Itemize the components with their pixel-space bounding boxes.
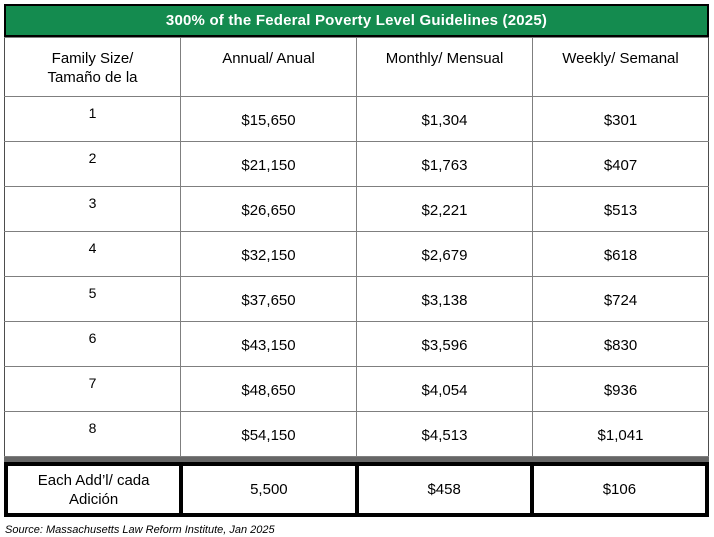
cell-monthly: $1,763 [356,141,533,187]
divider-bar [4,457,709,462]
cell-monthly: $3,596 [356,321,533,367]
cell-weekly: $618 [532,231,709,277]
table-row: 5 $37,650 $3,138 $724 [4,276,709,322]
cell-annual: $32,150 [180,231,357,277]
col-header-annual: Annual/ Anual [180,37,357,97]
cell-weekly: $724 [532,276,709,322]
table-body: 1 $15,650 $1,304 $301 2 $21,150 $1,763 $… [4,96,709,457]
source-note: Source: Massachusetts Law Reform Institu… [5,524,275,536]
cell-addl-label: Each Add’l/ cada Adición [3,462,184,517]
cell-annual: $54,150 [180,411,357,457]
each-additional-row: Each Add’l/ cada Adición 5,500 $458 $106 [3,462,710,517]
cell-weekly: $936 [532,366,709,412]
table-row: 6 $43,150 $3,596 $830 [4,321,709,367]
col-header-family-size: Family Size/ Tamaño de la [4,37,181,97]
col-header-monthly: Monthly/ Mensual [356,37,533,97]
cell-annual: $26,650 [180,186,357,232]
table-header: Family Size/ Tamaño de la Annual/ Anual … [4,37,709,97]
cell-annual: $21,150 [180,141,357,187]
header-row: Family Size/ Tamaño de la Annual/ Anual … [4,37,709,97]
table-row: 2 $21,150 $1,763 $407 [4,141,709,187]
col-header-weekly: Weekly/ Semanal [532,37,709,97]
cell-monthly: $4,054 [356,366,533,412]
cell-annual: $37,650 [180,276,357,322]
cell-monthly: $1,304 [356,96,533,142]
cell-family-size: 5 [4,276,181,322]
table-row: 8 $54,150 $4,513 $1,041 [4,411,709,457]
cell-monthly: $2,679 [356,231,533,277]
table-title-bar: 300% of the Federal Poverty Level Guidel… [4,4,709,37]
cell-weekly: $1,041 [532,411,709,457]
table-row-each-additional: Each Add’l/ cada Adición 5,500 $458 $106 [3,462,710,517]
table-row: 7 $48,650 $4,054 $936 [4,366,709,412]
cell-family-size: 6 [4,321,181,367]
cell-family-size: 7 [4,366,181,412]
cell-addl-weekly: $106 [529,462,710,517]
cell-family-size: 3 [4,186,181,232]
cell-monthly: $3,138 [356,276,533,322]
table-title: 300% of the Federal Poverty Level Guidel… [165,12,548,29]
cell-weekly: $301 [532,96,709,142]
table-row: 1 $15,650 $1,304 $301 [4,96,709,142]
cell-family-size: 8 [4,411,181,457]
table-row: 4 $32,150 $2,679 $618 [4,231,709,277]
cell-addl-annual: 5,500 [179,462,359,517]
cell-annual: $43,150 [180,321,357,367]
cell-monthly: $4,513 [356,411,533,457]
cell-weekly: $407 [532,141,709,187]
cell-family-size: 2 [4,141,181,187]
cell-monthly: $2,221 [356,186,533,232]
cell-addl-monthly: $458 [354,462,534,517]
poverty-guidelines-table: Family Size/ Tamaño de la Annual/ Anual … [4,37,709,457]
table-row: 3 $26,650 $2,221 $513 [4,186,709,232]
cell-family-size: 4 [4,231,181,277]
cell-family-size: 1 [4,96,181,142]
cell-annual: $48,650 [180,366,357,412]
cell-weekly: $513 [532,186,709,232]
cell-annual: $15,650 [180,96,357,142]
cell-weekly: $830 [532,321,709,367]
